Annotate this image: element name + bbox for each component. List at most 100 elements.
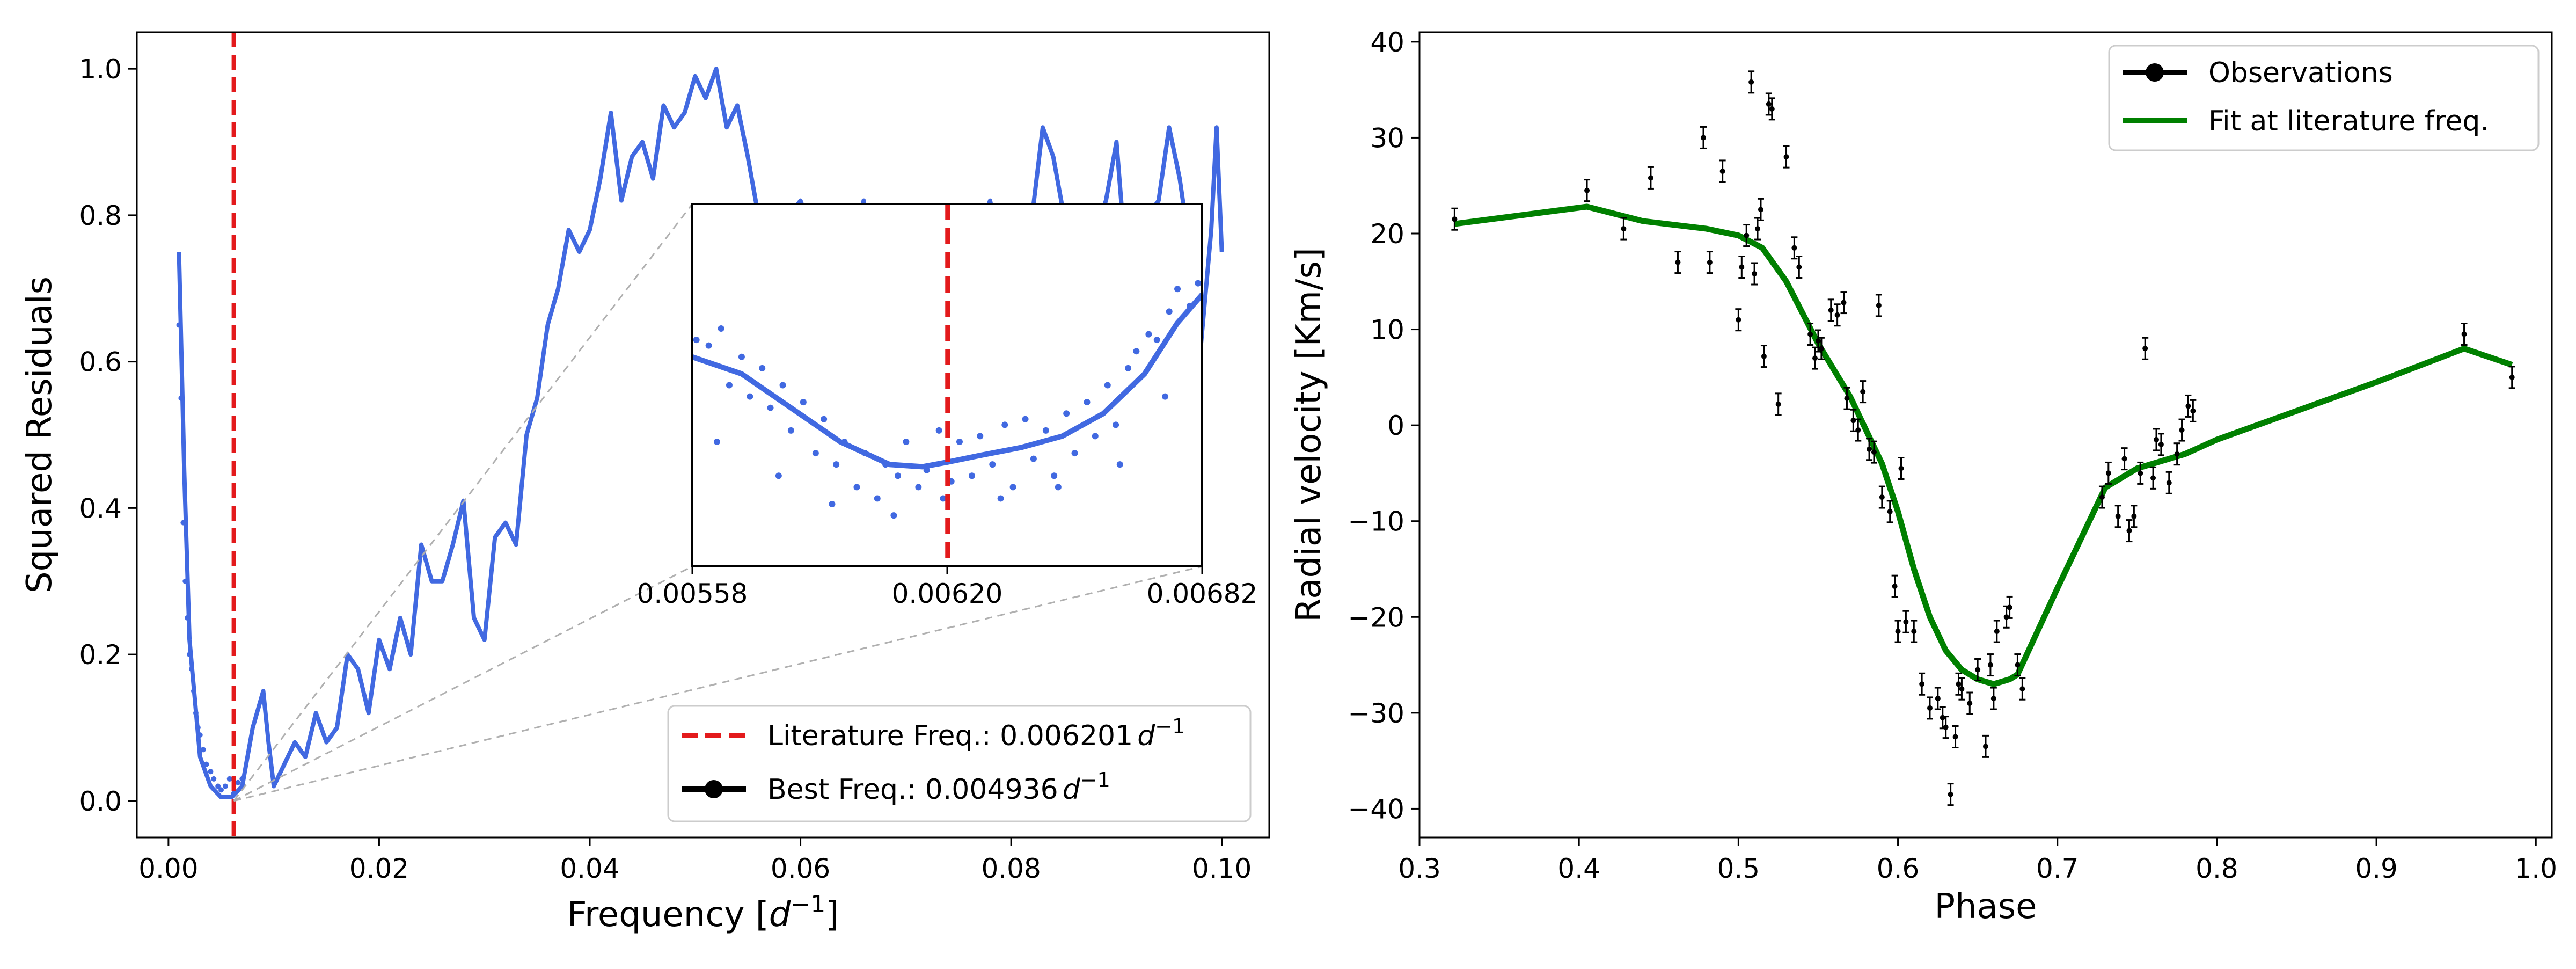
left-scatter-point [226, 776, 232, 782]
observation-point [1902, 610, 1909, 633]
left-x-tick-label: 0.08 [981, 853, 1041, 884]
inset-residual-curve [692, 293, 1202, 470]
observation-point [1757, 198, 1764, 221]
observation-marker [2115, 513, 2121, 519]
right-x-tick-label: 0.4 [1557, 853, 1600, 884]
observation-marker [1892, 584, 1898, 589]
left-y-axis-label: Squared Residuals [20, 276, 60, 593]
right-x-axis-label: Phase [1934, 887, 2037, 927]
observation-point [1855, 418, 1862, 442]
inset-zoom-connector-lines [233, 203, 1203, 802]
inset-scatter-point [1104, 382, 1111, 389]
inset-scatter-point [767, 404, 774, 411]
zoom-connector-line [233, 203, 693, 802]
observation-point [2019, 677, 2026, 701]
left-scatter-point [211, 776, 217, 782]
observation-point [1834, 303, 1841, 327]
inset-scatter-point [747, 393, 753, 400]
inset-scatter-point [956, 438, 963, 445]
observation-point [1958, 677, 1965, 701]
observation-point [1966, 691, 1973, 715]
left-y-tick-label: 0.4 [79, 493, 122, 524]
inset-scatter-point [705, 342, 712, 349]
observation-point [1878, 485, 1885, 509]
observation-point [1974, 658, 1981, 681]
observation-marker [1769, 106, 1775, 112]
observation-marker [1956, 681, 1962, 687]
observation-marker [1719, 168, 1725, 174]
inset-scatter-point [1071, 450, 1078, 457]
observation-marker [1844, 396, 1850, 402]
observation-marker [1867, 446, 1872, 452]
observation-marker [2174, 451, 2180, 457]
observation-point [1990, 687, 1997, 710]
observation-point [1875, 294, 1882, 317]
inset-scatter-point [997, 495, 1004, 502]
observation-marker [1871, 449, 1877, 455]
observation-point [2114, 505, 2121, 528]
inset-scatter-point [1174, 286, 1181, 293]
right-chart: 0.3 0.4 0.5 0.6 0.7 0.8 0.9 1.0 −40 −30 −20 −10 0 10… [1289, 27, 2557, 927]
right-x-tick-label: 0.6 [1877, 853, 1920, 884]
inset-scatter-point [1042, 427, 1049, 434]
inset-scatter-point [1195, 280, 1202, 287]
inset-scatter-point [812, 450, 819, 457]
observation-marker [1783, 154, 1789, 160]
observation-point [1894, 620, 1901, 643]
observation-marker [1903, 619, 1909, 625]
right-y-axis-ticks: −40 −30 −20 −10 0 10 20 30 40 [1348, 27, 1419, 825]
inset-scatter-point [1116, 461, 1123, 468]
observation-marker [1887, 508, 1893, 514]
observation-point [1647, 166, 1654, 190]
inset-scatter-point [915, 484, 922, 491]
inset-scatter-point [718, 325, 724, 332]
inset-scatter-point [1009, 484, 1016, 491]
observation-marker [1860, 389, 1866, 395]
right-x-tick-label: 0.5 [1717, 853, 1760, 884]
inset-x-tick-label: 0.00620 [892, 578, 1003, 609]
observation-marker [1952, 734, 1958, 740]
right-y-tick-label: 10 [1370, 315, 1404, 346]
zoom-connector-line [233, 565, 693, 802]
observation-point [1760, 345, 1767, 368]
inset-scatter-point [1063, 410, 1070, 417]
observation-point [1843, 387, 1850, 410]
observation-point [2174, 442, 2180, 466]
legend-entry-best-freq: Best Freq.: 0.004936 d−1 [767, 768, 1110, 806]
observation-marker [1807, 331, 1813, 337]
observation-marker [2126, 528, 2132, 534]
inset-scatter-point [903, 438, 910, 445]
observation-marker [1927, 705, 1933, 711]
observation-marker [1700, 135, 1706, 141]
observation-marker [1812, 355, 1818, 361]
observation-point [1738, 256, 1745, 279]
observation-point [1947, 783, 1954, 806]
inset-x-axis-ticks: 0.00558 0.00620 0.00682 [637, 566, 1257, 609]
inset-scatter-point [1113, 421, 1119, 428]
observation-marker [1959, 686, 1965, 692]
inset-scatter-point [1166, 308, 1173, 315]
inset-scatter-point [800, 399, 807, 406]
observation-point [2157, 433, 2164, 456]
observation-point [1886, 500, 1893, 523]
observation-marker [1791, 245, 1797, 251]
observation-marker [1935, 696, 1941, 702]
left-y-tick-label: 0.8 [79, 200, 122, 231]
inset-scatter-point [1084, 399, 1091, 406]
observation-marker [2138, 470, 2143, 476]
inset-scatter-point [833, 461, 840, 468]
observation-point [1719, 159, 1726, 183]
observation-marker [1834, 312, 1840, 318]
inset-scatter-point [1055, 484, 1062, 491]
left-scatter-point [218, 787, 224, 793]
observation-point [1942, 716, 1949, 739]
observation-marker [2166, 480, 2172, 486]
observation-marker [1943, 724, 1949, 730]
observation-marker [2153, 436, 2159, 442]
observation-marker [1584, 187, 1590, 193]
left-x-tick-label: 0.00 [138, 853, 198, 884]
observation-point [2137, 461, 2144, 485]
observation-point [1775, 392, 1782, 416]
observation-marker [1739, 264, 1745, 270]
inset-x-tick-label: 0.00558 [637, 578, 748, 609]
